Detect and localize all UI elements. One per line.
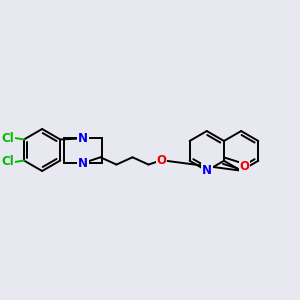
Text: Cl: Cl bbox=[2, 132, 14, 145]
Text: O: O bbox=[157, 154, 166, 167]
Text: N: N bbox=[202, 164, 212, 177]
Text: N: N bbox=[78, 157, 88, 169]
Text: N: N bbox=[78, 132, 88, 145]
Text: O: O bbox=[239, 160, 249, 173]
Text: Cl: Cl bbox=[2, 155, 14, 168]
